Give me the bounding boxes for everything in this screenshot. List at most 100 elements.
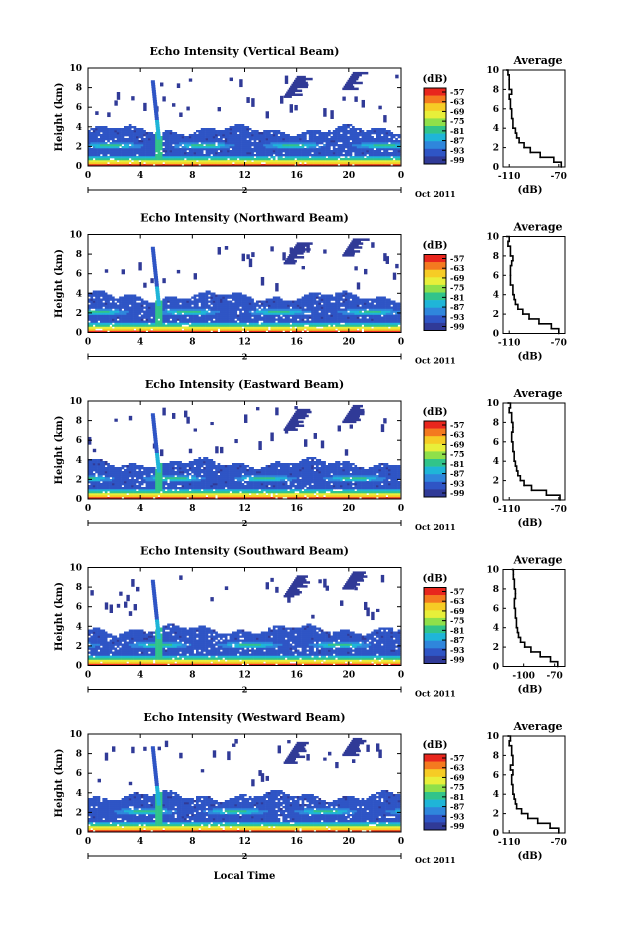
heatmap-cell bbox=[354, 148, 358, 151]
heatmap-cell bbox=[224, 132, 228, 135]
heatmap-cell bbox=[174, 304, 178, 307]
heatmap-cell bbox=[212, 156, 216, 159]
heatmap-cell bbox=[124, 318, 127, 321]
heatmap-cell bbox=[229, 294, 233, 297]
heatmap-cell bbox=[395, 154, 398, 157]
heatmap-cell bbox=[208, 132, 211, 135]
heatmap-cell bbox=[352, 144, 355, 147]
heatmap-cell bbox=[172, 298, 175, 301]
heatmap-cell bbox=[212, 328, 216, 331]
heatmap-cell bbox=[126, 138, 130, 141]
heatmap-cell bbox=[280, 148, 283, 151]
heatmap-cell bbox=[258, 152, 262, 155]
heatmap-cell bbox=[299, 138, 302, 141]
heatmap-cell bbox=[366, 156, 370, 159]
heatmap-cell bbox=[227, 296, 230, 299]
heatmap-cell bbox=[227, 136, 230, 139]
heatmap-cell bbox=[90, 314, 94, 317]
heatmap-cell bbox=[299, 312, 302, 315]
heatmap-cell bbox=[354, 142, 358, 145]
heatmap-cell bbox=[246, 254, 250, 260]
heatmap-cell bbox=[268, 144, 271, 147]
heatmap-cell bbox=[263, 330, 266, 333]
heatmap-cell bbox=[143, 146, 146, 149]
heatmap-cell bbox=[232, 306, 235, 309]
heatmap-cell bbox=[349, 324, 353, 327]
heatmap-cell bbox=[114, 140, 118, 143]
heatmap-cell bbox=[164, 156, 168, 159]
heatmap-cell bbox=[376, 140, 379, 143]
heatmap-cell bbox=[325, 306, 329, 309]
heatmap-cell bbox=[275, 330, 278, 333]
heatmap-cell bbox=[253, 304, 257, 307]
heatmap-cell bbox=[174, 134, 178, 137]
heatmap-cell bbox=[160, 308, 163, 311]
heatmap-cell bbox=[97, 150, 101, 153]
heatmap-cell bbox=[119, 158, 122, 161]
heatmap-cell bbox=[390, 330, 394, 333]
heatmap-cell bbox=[323, 152, 326, 155]
heatmap-cell bbox=[124, 326, 127, 329]
heatmap-cell bbox=[172, 146, 175, 149]
heatmap-cell bbox=[148, 156, 151, 159]
heatmap-cell bbox=[205, 140, 209, 143]
heatmap-cell bbox=[112, 324, 115, 327]
heatmap-cell bbox=[162, 154, 166, 157]
heatmap-cell bbox=[112, 497, 115, 500]
heatmap-cell bbox=[366, 314, 370, 317]
heatmap-cell bbox=[124, 138, 127, 141]
heatmap-cell bbox=[352, 316, 355, 319]
heatmap-cell bbox=[97, 148, 101, 151]
heatmap-cell bbox=[390, 300, 394, 303]
heatmap-cell bbox=[378, 105, 382, 110]
heatmap-cell bbox=[155, 160, 158, 163]
heatmap-cell bbox=[104, 150, 108, 153]
heatmap-cell bbox=[359, 310, 362, 313]
heatmap-cell bbox=[323, 158, 326, 161]
heatmap-cell bbox=[164, 152, 168, 155]
heatmap-cell bbox=[121, 136, 125, 139]
heatmap-cell bbox=[388, 330, 391, 333]
heatmap-cell bbox=[304, 296, 307, 299]
heatmap-cell bbox=[176, 138, 180, 141]
heatmap-cell bbox=[299, 140, 302, 143]
heatmap-cell bbox=[342, 308, 346, 311]
heatmap-cell bbox=[392, 302, 396, 305]
heatmap-cell bbox=[284, 316, 288, 319]
heatmap-cell bbox=[296, 140, 300, 143]
heatmap-cell bbox=[366, 326, 370, 329]
heatmap-cell bbox=[292, 300, 295, 303]
heatmap-cell bbox=[176, 154, 180, 157]
heatmap-cell bbox=[292, 320, 295, 323]
heatmap-cell bbox=[109, 164, 113, 167]
heatmap-cell bbox=[241, 328, 245, 331]
heatmap-cell bbox=[196, 310, 199, 313]
heatmap-cell bbox=[104, 328, 108, 331]
heatmap-cell bbox=[138, 150, 142, 153]
heatmap-cell bbox=[383, 115, 387, 123]
heatmap-cell bbox=[191, 138, 194, 141]
heatmap-cell bbox=[383, 302, 386, 305]
heatmap-cell bbox=[92, 292, 96, 295]
heatmap-cell bbox=[263, 140, 266, 143]
heatmap-cell bbox=[306, 318, 310, 321]
heatmap-cell bbox=[167, 144, 170, 147]
heatmap-cell bbox=[160, 146, 163, 149]
heatmap-cell bbox=[344, 130, 348, 133]
heatmap-cell bbox=[364, 298, 367, 301]
heatmap-cell bbox=[368, 140, 372, 143]
heatmap-cell bbox=[287, 324, 290, 327]
heatmap-cell bbox=[191, 150, 194, 153]
heatmap-cell bbox=[205, 320, 209, 323]
heatmap-cell bbox=[234, 160, 238, 163]
heatmap-cell bbox=[176, 298, 180, 301]
heatmap-cell bbox=[222, 310, 226, 313]
heatmap-cell bbox=[100, 126, 103, 129]
heatmap-cell bbox=[328, 310, 331, 313]
heatmap-cell bbox=[140, 310, 144, 313]
heatmap-cell bbox=[112, 138, 115, 141]
heatmap-cell bbox=[136, 310, 139, 313]
heatmap-cell bbox=[340, 330, 343, 333]
heatmap-cell bbox=[371, 320, 374, 323]
heatmap-cell bbox=[294, 144, 298, 147]
